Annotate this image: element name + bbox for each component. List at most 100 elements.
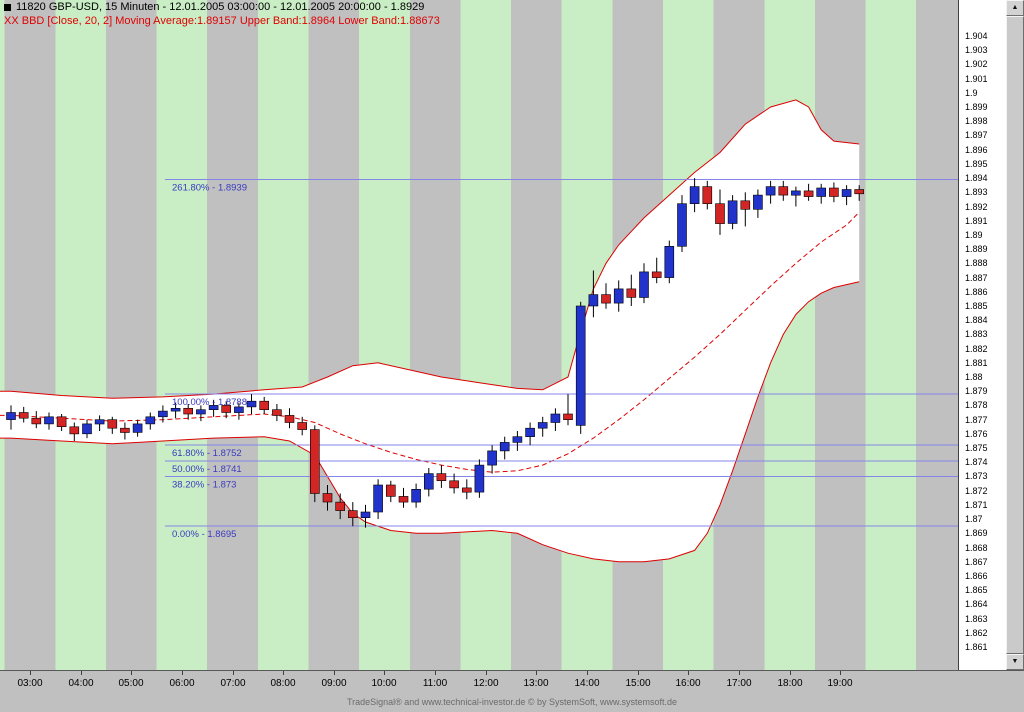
price-axis-label: 1.862	[965, 628, 988, 638]
candle-body	[765, 186, 776, 196]
candle-body	[487, 450, 497, 466]
candle-body	[423, 473, 434, 490]
candle-body	[335, 501, 346, 511]
price-axis-label: 1.884	[965, 315, 988, 325]
candle-body	[588, 294, 599, 307]
time-axis[interactable]: 03:00 04:00 05:00 06:00 07:00 08:00 09:00 10:00…	[0, 670, 1024, 694]
candle-body	[69, 426, 80, 435]
candle-body	[132, 423, 143, 433]
time-axis-tick	[334, 671, 335, 675]
candle-body	[208, 405, 219, 410]
time-axis-tick	[587, 671, 588, 675]
price-axis-label: 1.89	[965, 230, 983, 240]
price-axis-label: 1.898	[965, 116, 988, 126]
hour-stripe	[156, 0, 208, 670]
price-axis-label: 1.867	[965, 557, 988, 567]
candle-body	[82, 423, 92, 435]
chart-canvas[interactable]: 261.80% - 1.8939 100.00% - 1.8788 61.80% -…	[0, 0, 958, 670]
price-axis-label: 1.865	[965, 585, 988, 595]
candle-body	[272, 409, 282, 416]
time-axis-label: 07:00	[220, 678, 246, 689]
price-axis-label: 1.872	[965, 486, 988, 496]
candle-body	[158, 410, 168, 418]
vertical-scrollbar[interactable]: ▲ ▼	[1006, 0, 1024, 670]
scroll-down-button[interactable]: ▼	[1006, 654, 1024, 670]
candle-body	[651, 271, 662, 278]
arrow-down-icon: ▼	[1011, 658, 1019, 665]
candle-body	[778, 186, 789, 196]
price-axis-label: 1.88	[965, 372, 983, 382]
fib-level-label: 100.00% - 1.8788	[172, 397, 247, 408]
time-axis-label: 13:00	[523, 678, 549, 689]
price-axis-label: 1.876	[965, 429, 988, 439]
candle-body	[613, 288, 624, 304]
price-axis-label: 1.886	[965, 287, 988, 297]
scrollbar-thumb[interactable]	[1006, 16, 1024, 654]
candle-body	[537, 422, 548, 429]
time-axis-tick	[81, 671, 82, 675]
price-axis[interactable]: 1.904 1.903 1.902 1.901 1.9 1.899 1.898 1.897 1.…	[958, 0, 1006, 670]
time-axis-tick	[283, 671, 284, 675]
candle-body	[829, 187, 839, 197]
price-axis-label: 1.893	[965, 187, 988, 197]
time-axis-tick	[638, 671, 639, 675]
price-axis-label: 1.887	[965, 273, 988, 283]
candle-body	[107, 419, 118, 429]
candle-body	[436, 473, 447, 482]
time-axis-label: 19:00	[827, 678, 853, 689]
price-axis-label: 1.888	[965, 258, 988, 268]
scroll-up-button[interactable]: ▲	[1006, 0, 1024, 16]
price-axis-label: 1.892	[965, 202, 988, 212]
hour-stripe	[460, 0, 511, 670]
candle-body	[563, 413, 573, 420]
candle-body	[689, 186, 700, 205]
price-axis-label: 1.861	[965, 642, 988, 652]
candle-body	[259, 400, 270, 411]
time-axis-tick	[739, 671, 740, 675]
price-axis-label: 1.877	[965, 415, 988, 425]
candle-body	[94, 419, 105, 425]
time-axis-tick	[131, 671, 132, 675]
price-axis-label: 1.9	[965, 88, 978, 98]
price-axis-label: 1.891	[965, 216, 988, 226]
time-axis-label: 12:00	[473, 678, 499, 689]
time-axis-label: 03:00	[17, 678, 43, 689]
candle-body	[854, 189, 865, 195]
price-axis-label: 1.871	[965, 500, 988, 510]
candle-body	[297, 422, 308, 430]
candle-body	[499, 442, 510, 452]
candle-body	[170, 407, 181, 412]
candle-body	[550, 413, 561, 423]
time-axis-tick	[30, 671, 31, 675]
bollinger-fill	[0, 99, 860, 562]
price-axis-label: 1.87	[965, 514, 983, 524]
candle-body	[347, 510, 358, 519]
fib-level-label: 50.00% - 1.8741	[172, 464, 242, 475]
price-axis-label: 1.881	[965, 358, 988, 368]
candle-body	[284, 415, 295, 423]
time-axis-label: 14:00	[574, 678, 600, 689]
candle-body	[221, 405, 231, 413]
time-axis-label: 18:00	[777, 678, 803, 689]
price-axis-label: 1.883	[965, 329, 988, 339]
candle-body	[841, 189, 852, 197]
price-axis-label: 1.864	[965, 599, 988, 609]
fib-level-label: 38.20% - 1.873	[172, 480, 236, 491]
time-axis-label: 11:00	[422, 678, 448, 689]
fib-level-label: 261.80% - 1.8939	[172, 183, 247, 194]
fib-level-label: 61.80% - 1.8752	[172, 448, 242, 459]
candle-body	[664, 246, 675, 278]
price-axis-label: 1.874	[965, 457, 988, 467]
price-axis-label: 1.885	[965, 301, 988, 311]
price-axis-label: 1.882	[965, 344, 988, 354]
time-axis-tick	[536, 671, 537, 675]
time-axis-tick	[486, 671, 487, 675]
chart-title: 11820 GBP-USD, 15 Minuten - 12.01.2005 0…	[16, 1, 425, 13]
price-axis-label: 1.902	[965, 59, 988, 69]
price-axis-label: 1.868	[965, 543, 988, 553]
time-axis-label: 04:00	[68, 678, 94, 689]
candle-body	[626, 288, 637, 298]
candle-body	[474, 464, 485, 493]
candle-body	[803, 190, 814, 197]
